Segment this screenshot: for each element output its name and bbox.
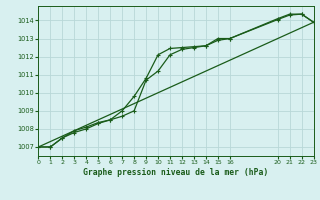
X-axis label: Graphe pression niveau de la mer (hPa): Graphe pression niveau de la mer (hPa) (84, 168, 268, 177)
